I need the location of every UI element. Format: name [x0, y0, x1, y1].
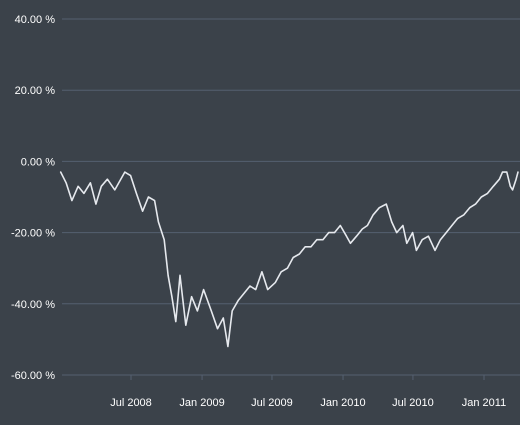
y-tick-label: -60.00 % — [11, 370, 55, 382]
y-tick-label: 40.00 % — [15, 14, 56, 26]
y-tick-label: 0.00 % — [21, 156, 55, 168]
x-tick-label: Jan 2010 — [320, 397, 365, 409]
x-tick-label: Jan 2011 — [462, 397, 506, 409]
y-tick-label: -20.00 % — [11, 228, 55, 240]
y-tick-label: -40.00 % — [11, 299, 55, 311]
x-tick-label: Jan 2009 — [179, 397, 224, 409]
gridlines — [62, 18, 520, 376]
x-tick-label: Jul 2010 — [392, 397, 434, 409]
series-line-0 — [59, 171, 519, 348]
y-axis-tick-labels: 40.00 % 20.00 % 0.00 % -20.00 % -40.00 % -60.… — [11, 14, 55, 382]
x-axis-tick-labels: Jul 2008 Jan 2009 Jul 2009 Jan 2010 Jul 2010… — [110, 375, 506, 409]
y-tick-label: 20.00 % — [15, 85, 56, 97]
x-tick-label: Jul 2009 — [251, 397, 293, 409]
x-tick-label: Jul 2008 — [110, 397, 152, 409]
series-layer — [59, 171, 519, 348]
